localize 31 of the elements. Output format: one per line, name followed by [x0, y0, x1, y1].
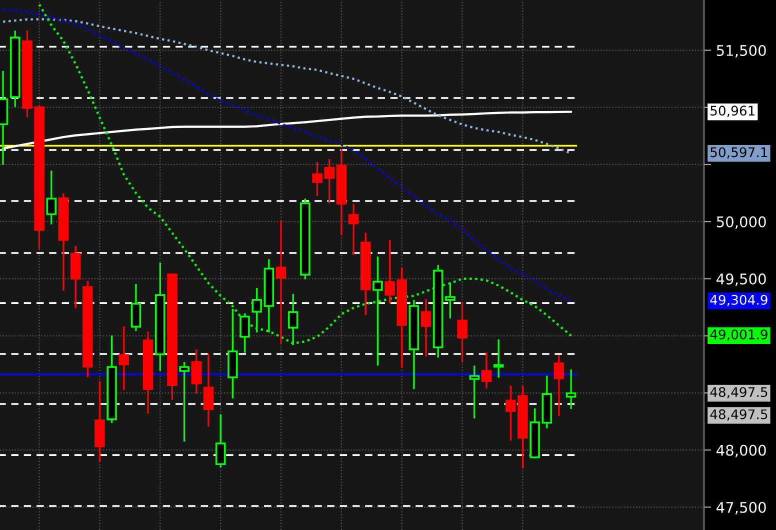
- text: 48,497.5: [710, 387, 768, 398]
- y-tick-label: 50,000: [716, 216, 766, 229]
- candlestick: [445, 282, 456, 320]
- candlestick: [469, 364, 480, 420]
- candlestick: [276, 220, 286, 344]
- text: 50,961: [710, 106, 755, 117]
- text: 49,001.9: [710, 329, 768, 341]
- candlestick: [493, 338, 504, 379]
- line-series: [2, 110, 572, 150]
- candlestick: [457, 301, 468, 364]
- text: 49,304.9: [710, 294, 768, 306]
- candlestick: [130, 283, 142, 332]
- y-tick-label: 49,500: [716, 273, 766, 286]
- y-tick-label: 51,500: [716, 44, 766, 58]
- line-series: [2, 8, 572, 302]
- y-tick-label: 48,000: [716, 444, 766, 458]
- candlestick: [554, 354, 564, 417]
- candlestick: [481, 352, 492, 390]
- candlestick: [118, 326, 130, 391]
- text: 50,597.1: [710, 147, 768, 159]
- y-tick-label: 47,500: [716, 502, 766, 514]
- text: 48,497.5: [710, 409, 768, 421]
- candlestick: [566, 368, 576, 410]
- candlestick: [252, 287, 262, 334]
- candlestick: [215, 414, 226, 468]
- candlestick: [179, 361, 190, 443]
- candlestick: [348, 203, 359, 256]
- candlestick: [46, 170, 56, 226]
- candlestick: [203, 352, 214, 428]
- candlestick: [191, 348, 202, 394]
- candlestick: [420, 298, 432, 358]
